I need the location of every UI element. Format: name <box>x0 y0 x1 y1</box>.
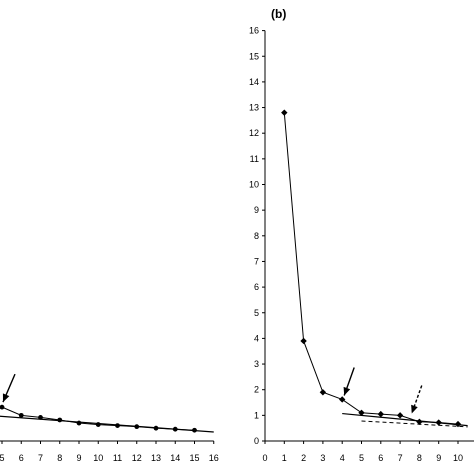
b-y-tick-label: 4 <box>254 333 259 343</box>
a-x-tick-label: 16 <box>209 453 219 463</box>
b-x-tick-label: 4 <box>340 453 345 463</box>
b-y-tick-label: 9 <box>254 205 259 215</box>
a-x-tick-label: 8 <box>57 453 62 463</box>
b-y-tick-label: 11 <box>250 154 259 164</box>
a-x-tick-label: 5 <box>0 453 5 463</box>
a-data-point <box>134 424 140 430</box>
b-x-tick-label: 3 <box>320 453 325 463</box>
a-x-tick-label: 11 <box>113 453 122 463</box>
b-series-line <box>283 112 459 425</box>
a-x-tick-label: 9 <box>76 453 81 463</box>
a-data-point <box>153 425 159 431</box>
b-x-tick-label: 1 <box>282 453 287 463</box>
b-y-tick-label: 10 <box>249 180 259 190</box>
b-dashed-fit-line <box>361 420 468 428</box>
b-y-tick-label: 5 <box>254 308 259 318</box>
a-arrow-head <box>2 393 10 403</box>
b-x-tick-label: 2 <box>301 453 306 463</box>
b-data-point <box>396 412 404 419</box>
a-x-tick-label: 6 <box>19 453 24 463</box>
a-data-point <box>172 426 178 432</box>
b-y-tick-label: 1 <box>254 410 259 420</box>
b-x-tick-label: 5 <box>359 453 364 463</box>
a-x-tick-label: 13 <box>151 453 161 463</box>
b-data-point <box>435 419 442 426</box>
b-y-tick-label: 2 <box>254 385 259 395</box>
a-data-point <box>115 423 120 429</box>
panel-label-b: (b) <box>271 7 286 21</box>
b-data-point <box>281 109 288 116</box>
b-data-point <box>319 389 327 396</box>
b-y-tick-label: 0 <box>254 436 259 446</box>
b-data-point <box>339 396 346 403</box>
b-y-tick-label: 16 <box>249 26 259 36</box>
b-data-point <box>300 337 307 345</box>
a-data-point <box>95 422 101 427</box>
b-y-tick-label: 15 <box>249 51 259 61</box>
b-dashed-arrow-head <box>411 404 418 414</box>
a-x-tick-label: 15 <box>189 453 199 463</box>
b-y-tick-label: 6 <box>254 282 259 292</box>
b-y-tick-label: 14 <box>249 77 259 87</box>
a-data-point <box>76 420 82 426</box>
b-x-tick-label: 10 <box>453 453 463 463</box>
b-x-tick-label: 0 <box>262 453 267 463</box>
a-data-point <box>38 415 43 420</box>
panel-a: 5 6 7 8 9 10 11 12 13 14 15 16 <box>0 373 219 463</box>
b-arrow-head <box>343 386 351 396</box>
a-data-point <box>57 417 63 423</box>
b-data-point <box>377 410 384 418</box>
a-x-tick-label: 10 <box>93 453 103 463</box>
a-data-point <box>0 404 5 410</box>
b-data-point <box>358 409 365 416</box>
b-x-tick-label: 9 <box>436 453 441 463</box>
b-y-tick-label: 3 <box>254 359 259 369</box>
b-x-tick-label: 8 <box>417 453 422 463</box>
b-y-tick-label: 12 <box>249 128 259 138</box>
a-data-point <box>18 412 24 418</box>
a-x-tick-label: 14 <box>170 453 180 463</box>
a-x-tick-label: 7 <box>38 453 43 463</box>
b-data-point <box>454 420 462 428</box>
a-data-point <box>192 427 197 433</box>
a-x-tick-label: 12 <box>132 453 142 463</box>
b-x-tick-label: 7 <box>398 453 403 463</box>
b-y-tick-label: 7 <box>254 256 259 266</box>
b-y-tick-label: 8 <box>254 231 259 241</box>
b-data-point <box>416 418 423 425</box>
b-y-tick-label: 13 <box>249 103 259 113</box>
b-x-tick-label: 6 <box>378 453 383 463</box>
